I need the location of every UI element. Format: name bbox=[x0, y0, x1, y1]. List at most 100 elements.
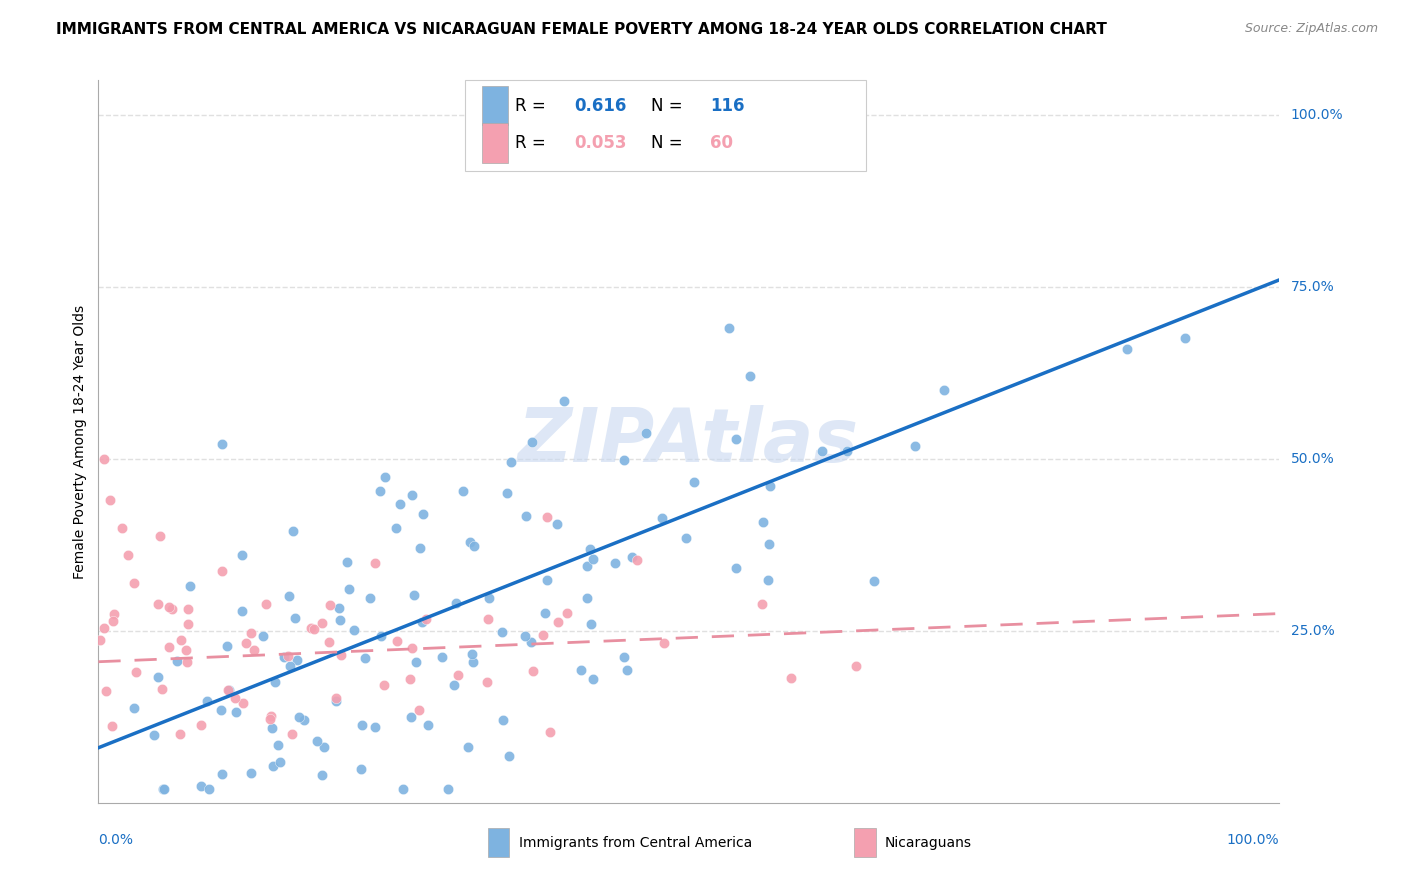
Point bbox=[463, 539, 485, 553]
Point bbox=[751, 597, 773, 611]
Point bbox=[634, 426, 657, 441]
Point bbox=[811, 444, 834, 458]
Point bbox=[166, 655, 188, 669]
Point bbox=[311, 767, 333, 781]
Point bbox=[616, 663, 638, 677]
Point bbox=[447, 667, 470, 681]
Point bbox=[534, 607, 557, 621]
Point bbox=[399, 672, 422, 686]
Point bbox=[262, 759, 284, 773]
Point bbox=[354, 650, 377, 665]
Point bbox=[101, 614, 124, 628]
Point bbox=[179, 579, 201, 593]
Point bbox=[385, 521, 408, 535]
Point bbox=[93, 621, 115, 635]
Point bbox=[217, 683, 239, 698]
Point bbox=[225, 705, 247, 719]
Point bbox=[613, 453, 636, 467]
Point bbox=[280, 727, 302, 741]
Point bbox=[101, 719, 124, 733]
Point bbox=[385, 633, 408, 648]
Point bbox=[368, 484, 391, 499]
Point bbox=[478, 591, 501, 606]
Point bbox=[231, 604, 253, 618]
Point bbox=[111, 520, 134, 534]
Text: 25.0%: 25.0% bbox=[1291, 624, 1334, 638]
Point bbox=[218, 682, 240, 697]
Point bbox=[312, 739, 335, 754]
Point bbox=[388, 497, 411, 511]
Text: N =: N = bbox=[651, 96, 688, 114]
Point bbox=[278, 659, 301, 673]
Point bbox=[547, 615, 569, 630]
Text: IMMIGRANTS FROM CENTRAL AMERICA VS NICARAGUAN FEMALE POVERTY AMONG 18-24 YEAR OL: IMMIGRANTS FROM CENTRAL AMERICA VS NICAR… bbox=[56, 22, 1107, 37]
Point bbox=[146, 597, 169, 611]
Point bbox=[349, 762, 371, 776]
Point bbox=[169, 727, 191, 741]
Point bbox=[209, 703, 232, 717]
Point bbox=[536, 573, 558, 587]
Text: 0.0%: 0.0% bbox=[98, 833, 134, 847]
Point bbox=[582, 672, 605, 686]
Point bbox=[94, 684, 117, 698]
Point bbox=[576, 558, 599, 573]
Point bbox=[152, 782, 174, 797]
Point bbox=[277, 589, 299, 603]
Point bbox=[759, 478, 782, 492]
Point bbox=[576, 591, 599, 605]
Text: Source: ZipAtlas.com: Source: ZipAtlas.com bbox=[1244, 22, 1378, 36]
FancyBboxPatch shape bbox=[855, 828, 876, 857]
Y-axis label: Female Poverty Among 18-24 Year Olds: Female Poverty Among 18-24 Year Olds bbox=[73, 304, 87, 579]
Point bbox=[401, 640, 423, 655]
FancyBboxPatch shape bbox=[464, 80, 866, 170]
Point bbox=[190, 779, 212, 793]
Point bbox=[451, 483, 474, 498]
Point bbox=[1116, 343, 1139, 357]
Point bbox=[1174, 331, 1197, 345]
Point bbox=[224, 690, 246, 705]
Point bbox=[835, 443, 858, 458]
Text: R =: R = bbox=[516, 134, 551, 153]
Point bbox=[146, 670, 169, 684]
Point bbox=[329, 648, 352, 663]
Point bbox=[650, 511, 672, 525]
Point bbox=[195, 694, 218, 708]
Point bbox=[177, 602, 200, 616]
Point bbox=[932, 384, 955, 398]
Point bbox=[740, 369, 762, 384]
Point bbox=[149, 529, 172, 543]
Point bbox=[359, 591, 381, 605]
Point bbox=[402, 588, 425, 602]
Point bbox=[405, 655, 427, 669]
Point bbox=[492, 713, 515, 727]
Point bbox=[269, 755, 291, 769]
Point bbox=[515, 508, 537, 523]
Point bbox=[259, 712, 281, 726]
Point bbox=[444, 596, 467, 610]
Point bbox=[491, 624, 513, 639]
Point bbox=[264, 675, 287, 690]
FancyBboxPatch shape bbox=[482, 123, 508, 163]
Text: 60: 60 bbox=[710, 134, 733, 153]
Text: ZIPAtlas: ZIPAtlas bbox=[519, 405, 859, 478]
Point bbox=[152, 782, 174, 797]
Point bbox=[252, 629, 274, 643]
Text: N =: N = bbox=[651, 134, 688, 153]
Point bbox=[364, 556, 387, 570]
Point bbox=[401, 488, 423, 502]
Point bbox=[254, 597, 277, 611]
Point bbox=[411, 615, 433, 630]
FancyBboxPatch shape bbox=[488, 828, 509, 857]
Point bbox=[553, 394, 575, 409]
Point bbox=[329, 613, 352, 627]
Point bbox=[122, 575, 145, 590]
Point bbox=[520, 635, 543, 649]
Point bbox=[239, 766, 262, 780]
Text: 116: 116 bbox=[710, 96, 745, 114]
Point bbox=[475, 675, 498, 690]
Point bbox=[682, 475, 704, 489]
Point bbox=[461, 647, 484, 661]
Point bbox=[325, 694, 347, 708]
Point bbox=[758, 537, 780, 551]
Point bbox=[756, 574, 779, 588]
